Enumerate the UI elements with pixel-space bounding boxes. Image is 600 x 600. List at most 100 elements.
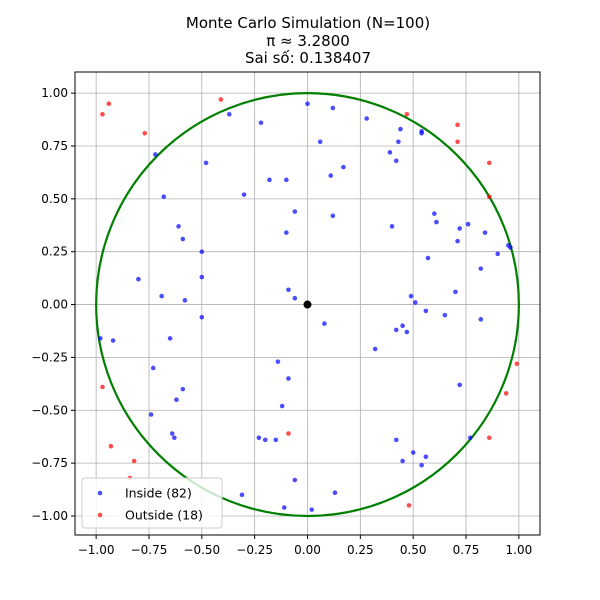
point-outside-12 [108,443,114,449]
point-inside-7 [419,131,424,136]
point-inside-58 [372,346,378,352]
point-inside-42 [159,293,164,299]
point-inside-72 [273,437,279,443]
unit-circle-outline [95,92,520,518]
point-outside-10 [514,361,520,367]
point-inside-63 [180,386,186,392]
point-outside-5 [142,131,148,136]
point-inside-30 [180,236,186,242]
legend-box [81,477,223,529]
point-outside-13 [486,435,492,441]
point-inside-39 [136,276,141,282]
point-outside-11 [503,391,509,396]
y-tick-label-1: 0.75 [41,139,68,153]
point-inside-12 [393,158,399,164]
point-inside-19 [161,194,167,200]
point-outside-2 [100,111,105,117]
point-inside-50 [478,317,484,322]
point-inside-68 [172,435,177,441]
tick-marks: −1.00 −0.75 −0.50 −0.25 0.00 0.25 0.50 0.75 1.00… [31,86,532,557]
point-inside-33 [508,245,513,250]
point-outside-1 [106,101,112,107]
x-tick-label-5: 0.25 [347,543,374,557]
point-inside-45 [182,298,188,303]
point-inside-71 [262,437,268,443]
point-inside-37 [478,266,484,271]
point-inside-66 [148,412,154,417]
point-inside-79 [332,490,338,496]
point-inside-65 [279,403,285,409]
y-tick-label-0: 1.00 [41,86,68,100]
point-inside-0 [305,101,310,107]
scatter-points [98,97,520,512]
point-inside-21 [432,211,437,216]
point-inside-47 [423,308,429,314]
y-tick-label-2: 0.50 [41,192,68,206]
point-inside-28 [284,230,289,235]
point-inside-44 [292,295,298,301]
point-inside-10 [387,150,393,155]
y-tick-label-6: −0.50 [31,403,68,417]
x-tick-label-6: 0.50 [400,543,427,557]
point-inside-49 [199,314,205,320]
x-tick-label-2: −0.50 [183,543,220,557]
center-point [303,300,312,309]
point-outside-14 [131,458,137,464]
point-inside-8 [317,139,323,145]
point-outside-16 [406,503,412,508]
point-inside-25 [389,224,395,229]
point-inside-20 [292,209,298,214]
point-inside-26 [176,224,181,229]
point-inside-9 [396,139,401,145]
title-line-1: Monte Carlo Simulation (N=100) [186,14,430,32]
chart-title: Monte Carlo Simulation (N=100) π ≈ 3.280… [186,14,430,67]
point-inside-1 [330,105,336,111]
x-tick-label-0: −1.00 [78,543,115,557]
point-outside-7 [486,160,492,166]
y-tick-label-7: −0.75 [31,456,68,470]
point-inside-43 [408,293,414,299]
point-outside-8 [486,194,492,200]
point-inside-70 [467,435,473,441]
point-inside-16 [267,177,272,183]
point-outside-9 [100,384,105,390]
legend-marker-0 [97,490,103,496]
point-inside-27 [457,226,462,231]
point-inside-80 [239,492,245,498]
point-inside-14 [341,164,346,170]
legend: Inside (82) Outside (18) [81,477,223,529]
y-tick-label-5: −0.25 [31,350,68,364]
point-inside-64 [174,397,179,402]
point-inside-22 [330,213,336,219]
legend-label-1: Outside (18) [125,508,203,523]
point-inside-62 [457,382,462,388]
point-inside-13 [203,160,209,166]
point-outside-4 [455,122,460,128]
point-inside-61 [286,376,291,381]
point-inside-75 [423,454,429,460]
point-inside-76 [400,458,405,464]
point-inside-55 [98,336,103,341]
point-inside-74 [410,450,416,455]
point-inside-18 [241,192,247,197]
title-line-2: π ≈ 3.2800 [266,32,350,50]
x-tick-label-4: 0.00 [294,543,321,557]
point-inside-51 [322,321,327,326]
legend-label-0: Inside (82) [125,486,192,501]
point-inside-35 [495,251,501,257]
point-inside-82 [309,507,315,512]
point-inside-2 [226,111,232,117]
point-inside-60 [150,365,156,371]
x-tick-label-8: 1.00 [506,543,533,557]
point-inside-57 [110,338,116,343]
point-outside-6 [455,139,460,145]
point-inside-67 [169,431,175,436]
point-inside-54 [404,329,410,335]
point-inside-81 [281,505,287,510]
point-inside-53 [393,327,399,333]
point-inside-40 [286,287,291,293]
x-tick-label-7: 0.75 [453,543,480,557]
point-inside-52 [400,323,405,328]
y-tick-label-4: 0.00 [41,298,68,312]
